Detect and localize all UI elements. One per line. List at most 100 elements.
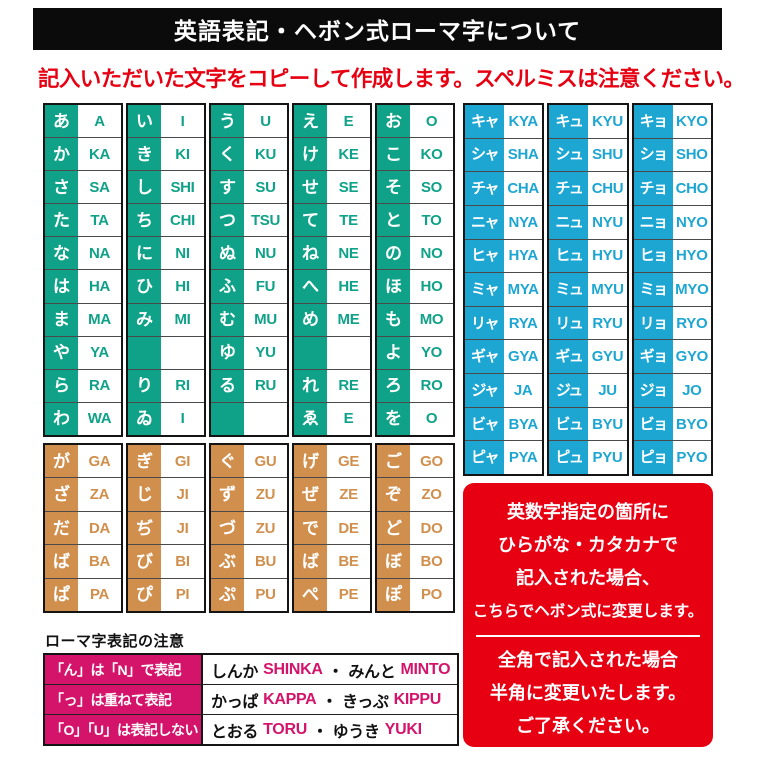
kana-row: ぎ GI [128, 445, 204, 479]
kana-cell: も [377, 303, 410, 336]
kana-cell: ば [45, 545, 78, 578]
note-rule-label: 「っ」は重ねて表記 [45, 685, 203, 714]
romaji-cell: TO [410, 204, 453, 237]
kana-cell: ニョ [633, 205, 673, 239]
kana-row: た TA [45, 204, 121, 238]
kana-cell: ジュ [549, 374, 589, 407]
kana-row: づ ZU [211, 511, 287, 546]
romaji-cell: JI [161, 478, 204, 511]
kana-cell: ぜ [294, 478, 327, 511]
romaji-cell: GE [327, 445, 370, 478]
note-examples: とおる TORU ・ゆうき YUKI [203, 715, 457, 744]
romaji-cell: PO [410, 578, 453, 612]
notice-line: ご了承ください。 [516, 716, 660, 736]
kana-row: さ SA [45, 171, 121, 205]
romaji-cell: PYU [588, 441, 627, 475]
kana-column-group: い I き KI し SHI ち CHI に NI ひ HI み MI り RI ゐ I [126, 103, 206, 437]
romaji-cell: MI [161, 303, 204, 336]
kana-row: る RU [211, 369, 287, 403]
romaji-cell: O [410, 105, 453, 138]
kana-row: ぶ BU [211, 545, 287, 579]
romaji-cell: NI [161, 237, 204, 270]
example-kana: ゆうき [332, 723, 380, 741]
kana-row: ピャ PYA [465, 441, 543, 475]
romaji-cell: MYA [504, 273, 543, 306]
note-rule-label: 「O」「U」は表記しない [45, 715, 203, 744]
kana-cell [128, 336, 161, 369]
kana-cell: ち [128, 204, 161, 237]
romaji-cell: DO [410, 511, 453, 545]
romaji-cell: NYU [588, 205, 627, 239]
kana-row: ぢ JI [128, 511, 204, 546]
kana-row: ピュ PYU [549, 441, 627, 475]
kana-cell: ほ [377, 270, 410, 303]
kana-cell: ビュ [549, 407, 589, 441]
kana-cell: の [377, 237, 410, 270]
kana-row: チュ CHU [549, 172, 627, 206]
kana-row [294, 336, 370, 370]
romaji-cell: SHO [672, 138, 711, 172]
kana-cell: ろ [377, 369, 410, 402]
kana-row: ま MA [45, 303, 121, 337]
kana-row: キョ KYO [633, 105, 711, 139]
kana-row: ゆ YU [211, 336, 287, 370]
kana-row: む MU [211, 303, 287, 337]
romaji-cell: KU [244, 138, 287, 171]
kana-cell: つ [211, 204, 244, 237]
notice-line: 半角に変更いたします。 [489, 683, 687, 703]
kana-row: ぱ PA [45, 578, 121, 612]
kana-cell: ご [377, 445, 410, 478]
kana-row: す SU [211, 171, 287, 205]
kana-row: リャ RYA [465, 306, 543, 341]
kana-cell: み [128, 303, 161, 336]
example-separator: ・ [327, 663, 344, 681]
romaji-cell [161, 336, 204, 369]
kana-column-group: あ A か KA さ SA た TA な NA は HA ま MA や YA ら RA わ WA [43, 103, 123, 437]
romaji-cell: RI [161, 369, 204, 402]
kana-row: き KI [128, 138, 204, 172]
kana-cell: ぞ [377, 478, 410, 511]
kana-row: て TE [294, 204, 370, 238]
kana-row: で DE [294, 511, 370, 546]
kana-row: ビョ BYO [633, 407, 711, 442]
romaji-cell: KE [327, 138, 370, 171]
kana-cell: ぶ [211, 545, 244, 578]
example-romaji: KAPPA [263, 690, 317, 708]
kana-row: ふ FU [211, 270, 287, 304]
kana-row: だ DA [45, 511, 121, 546]
kana-row: ず ZU [211, 478, 287, 512]
kana-row: よ YO [377, 336, 453, 370]
kana-cell: た [45, 204, 78, 237]
notice-line: 英数字指定の箇所に [507, 502, 669, 522]
dakuon-hiragana-table: が GA ざ ZA だ DA ば BA ぱ PA ぎ GI じ JI ぢ JI び BI ぴ PI ぐ GU ず ZU づ ZU ぶ… [43, 443, 455, 613]
kana-cell: ざ [45, 478, 78, 511]
kana-row: そ SO [377, 171, 453, 205]
romaji-cell: RE [327, 369, 370, 402]
kana-cell: ショ [633, 138, 673, 172]
kana-row: ざ ZA [45, 478, 121, 512]
note-examples: しんか SHINKA ・みんと MINTO [203, 655, 457, 684]
kana-cell: ぼ [377, 545, 410, 578]
romaji-notes-title: ローマ字表記の注意 [45, 633, 185, 650]
romaji-cell: KA [78, 138, 121, 171]
kana-cell: ぷ [211, 578, 244, 612]
example-kana: とおる [211, 723, 259, 741]
romaji-cell: TA [78, 204, 121, 237]
kana-cell: し [128, 171, 161, 204]
example-romaji: KIPPU [393, 690, 442, 708]
romaji-cell: HE [327, 270, 370, 303]
kana-row: ひ HI [128, 270, 204, 304]
kana-row: シャ SHA [465, 138, 543, 173]
kana-cell: チャ [465, 172, 504, 205]
romaji-cell: PE [327, 578, 370, 612]
kana-row: ギュ GYU [549, 340, 627, 375]
kana-cell: ね [294, 237, 327, 270]
kana-cell: シュ [549, 138, 589, 172]
kana-row: チョ CHO [633, 172, 711, 206]
romaji-cell: HYO [672, 239, 711, 273]
kana-cell: そ [377, 171, 410, 204]
